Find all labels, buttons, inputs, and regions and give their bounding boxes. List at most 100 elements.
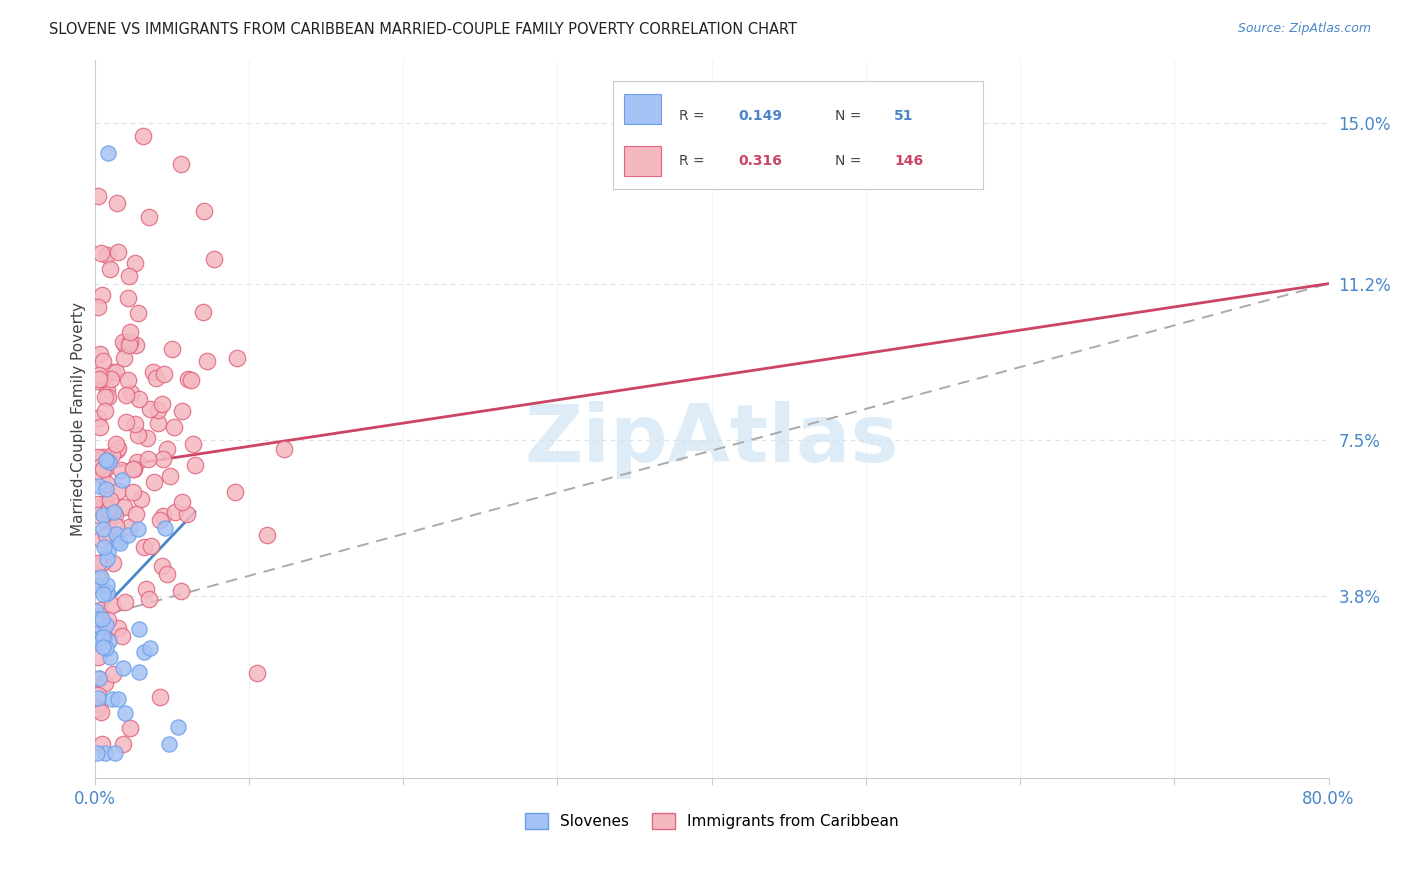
Point xyxy=(118,721,141,735)
Point xyxy=(94,640,117,655)
Point xyxy=(89,347,111,361)
Point xyxy=(165,505,187,519)
Point xyxy=(159,468,181,483)
Point xyxy=(90,467,112,482)
Point xyxy=(105,365,128,379)
Point xyxy=(110,463,132,477)
Point xyxy=(148,416,170,430)
Point xyxy=(89,603,111,617)
Point xyxy=(117,291,139,305)
Point xyxy=(97,502,120,516)
Point xyxy=(103,505,125,519)
Point xyxy=(93,555,115,569)
Point xyxy=(114,706,136,720)
Point xyxy=(86,374,108,388)
Point xyxy=(104,518,127,533)
Point xyxy=(111,335,134,350)
Point xyxy=(193,305,215,319)
Point xyxy=(98,634,121,648)
Point xyxy=(156,567,179,582)
Point xyxy=(112,351,135,366)
Point xyxy=(138,592,160,607)
Point xyxy=(98,527,121,541)
Point xyxy=(163,420,186,434)
Point xyxy=(105,443,128,458)
Point xyxy=(96,516,118,531)
Point xyxy=(128,665,150,679)
Point xyxy=(96,552,118,566)
Point xyxy=(245,665,267,680)
Point xyxy=(101,599,124,613)
Point xyxy=(87,372,110,386)
Point xyxy=(97,501,120,516)
Point xyxy=(86,612,108,626)
Point xyxy=(114,337,136,351)
Point xyxy=(93,629,115,643)
Point xyxy=(91,461,114,475)
Point xyxy=(145,371,167,385)
Point xyxy=(111,661,134,675)
Point xyxy=(90,532,112,546)
Point xyxy=(115,415,138,429)
Point xyxy=(96,248,118,262)
Point xyxy=(96,454,118,468)
Point xyxy=(93,508,115,522)
Point xyxy=(90,458,112,473)
Point xyxy=(90,288,112,302)
Point xyxy=(148,403,170,417)
Point xyxy=(121,461,143,475)
Point xyxy=(89,671,111,685)
Point xyxy=(94,462,117,476)
Point xyxy=(132,540,155,554)
Point xyxy=(96,482,118,496)
Point xyxy=(97,455,120,469)
Point xyxy=(136,431,159,445)
Point xyxy=(107,691,129,706)
Point xyxy=(125,338,148,352)
Point xyxy=(97,613,120,627)
Point xyxy=(149,690,172,705)
Point xyxy=(111,630,134,644)
Point xyxy=(107,484,129,499)
Point xyxy=(127,428,149,442)
Point xyxy=(131,128,153,143)
Point xyxy=(90,502,112,516)
Point xyxy=(122,462,145,476)
Point xyxy=(86,649,108,664)
Point xyxy=(94,453,117,467)
Point xyxy=(90,705,112,719)
Point xyxy=(195,354,218,368)
Point xyxy=(167,721,190,735)
Point xyxy=(89,419,111,434)
Point xyxy=(155,521,177,535)
Point xyxy=(94,618,117,632)
Point xyxy=(93,540,115,554)
Point xyxy=(87,579,110,593)
Point xyxy=(101,667,124,681)
Text: ZipAtlas: ZipAtlas xyxy=(524,401,898,480)
Point xyxy=(96,586,118,600)
Point xyxy=(117,373,139,387)
Point xyxy=(124,417,146,432)
Point xyxy=(90,246,112,260)
Point xyxy=(120,334,142,349)
Point xyxy=(84,616,107,631)
Point xyxy=(91,587,114,601)
Text: Source: ZipAtlas.com: Source: ZipAtlas.com xyxy=(1237,22,1371,36)
Point xyxy=(118,268,141,283)
Point xyxy=(128,392,150,406)
Point xyxy=(141,539,163,553)
Point xyxy=(91,640,114,655)
Point xyxy=(170,156,193,170)
Point xyxy=(87,701,110,715)
Point xyxy=(135,582,157,596)
Point xyxy=(96,477,118,491)
Point xyxy=(96,383,118,397)
Point xyxy=(86,450,108,464)
Point xyxy=(87,368,110,382)
Point xyxy=(125,455,148,469)
Point xyxy=(104,527,127,541)
Point xyxy=(90,612,112,626)
Point xyxy=(117,527,139,541)
Text: SLOVENE VS IMMIGRANTS FROM CARIBBEAN MARRIED-COUPLE FAMILY POVERTY CORRELATION C: SLOVENE VS IMMIGRANTS FROM CARIBBEAN MAR… xyxy=(49,22,797,37)
